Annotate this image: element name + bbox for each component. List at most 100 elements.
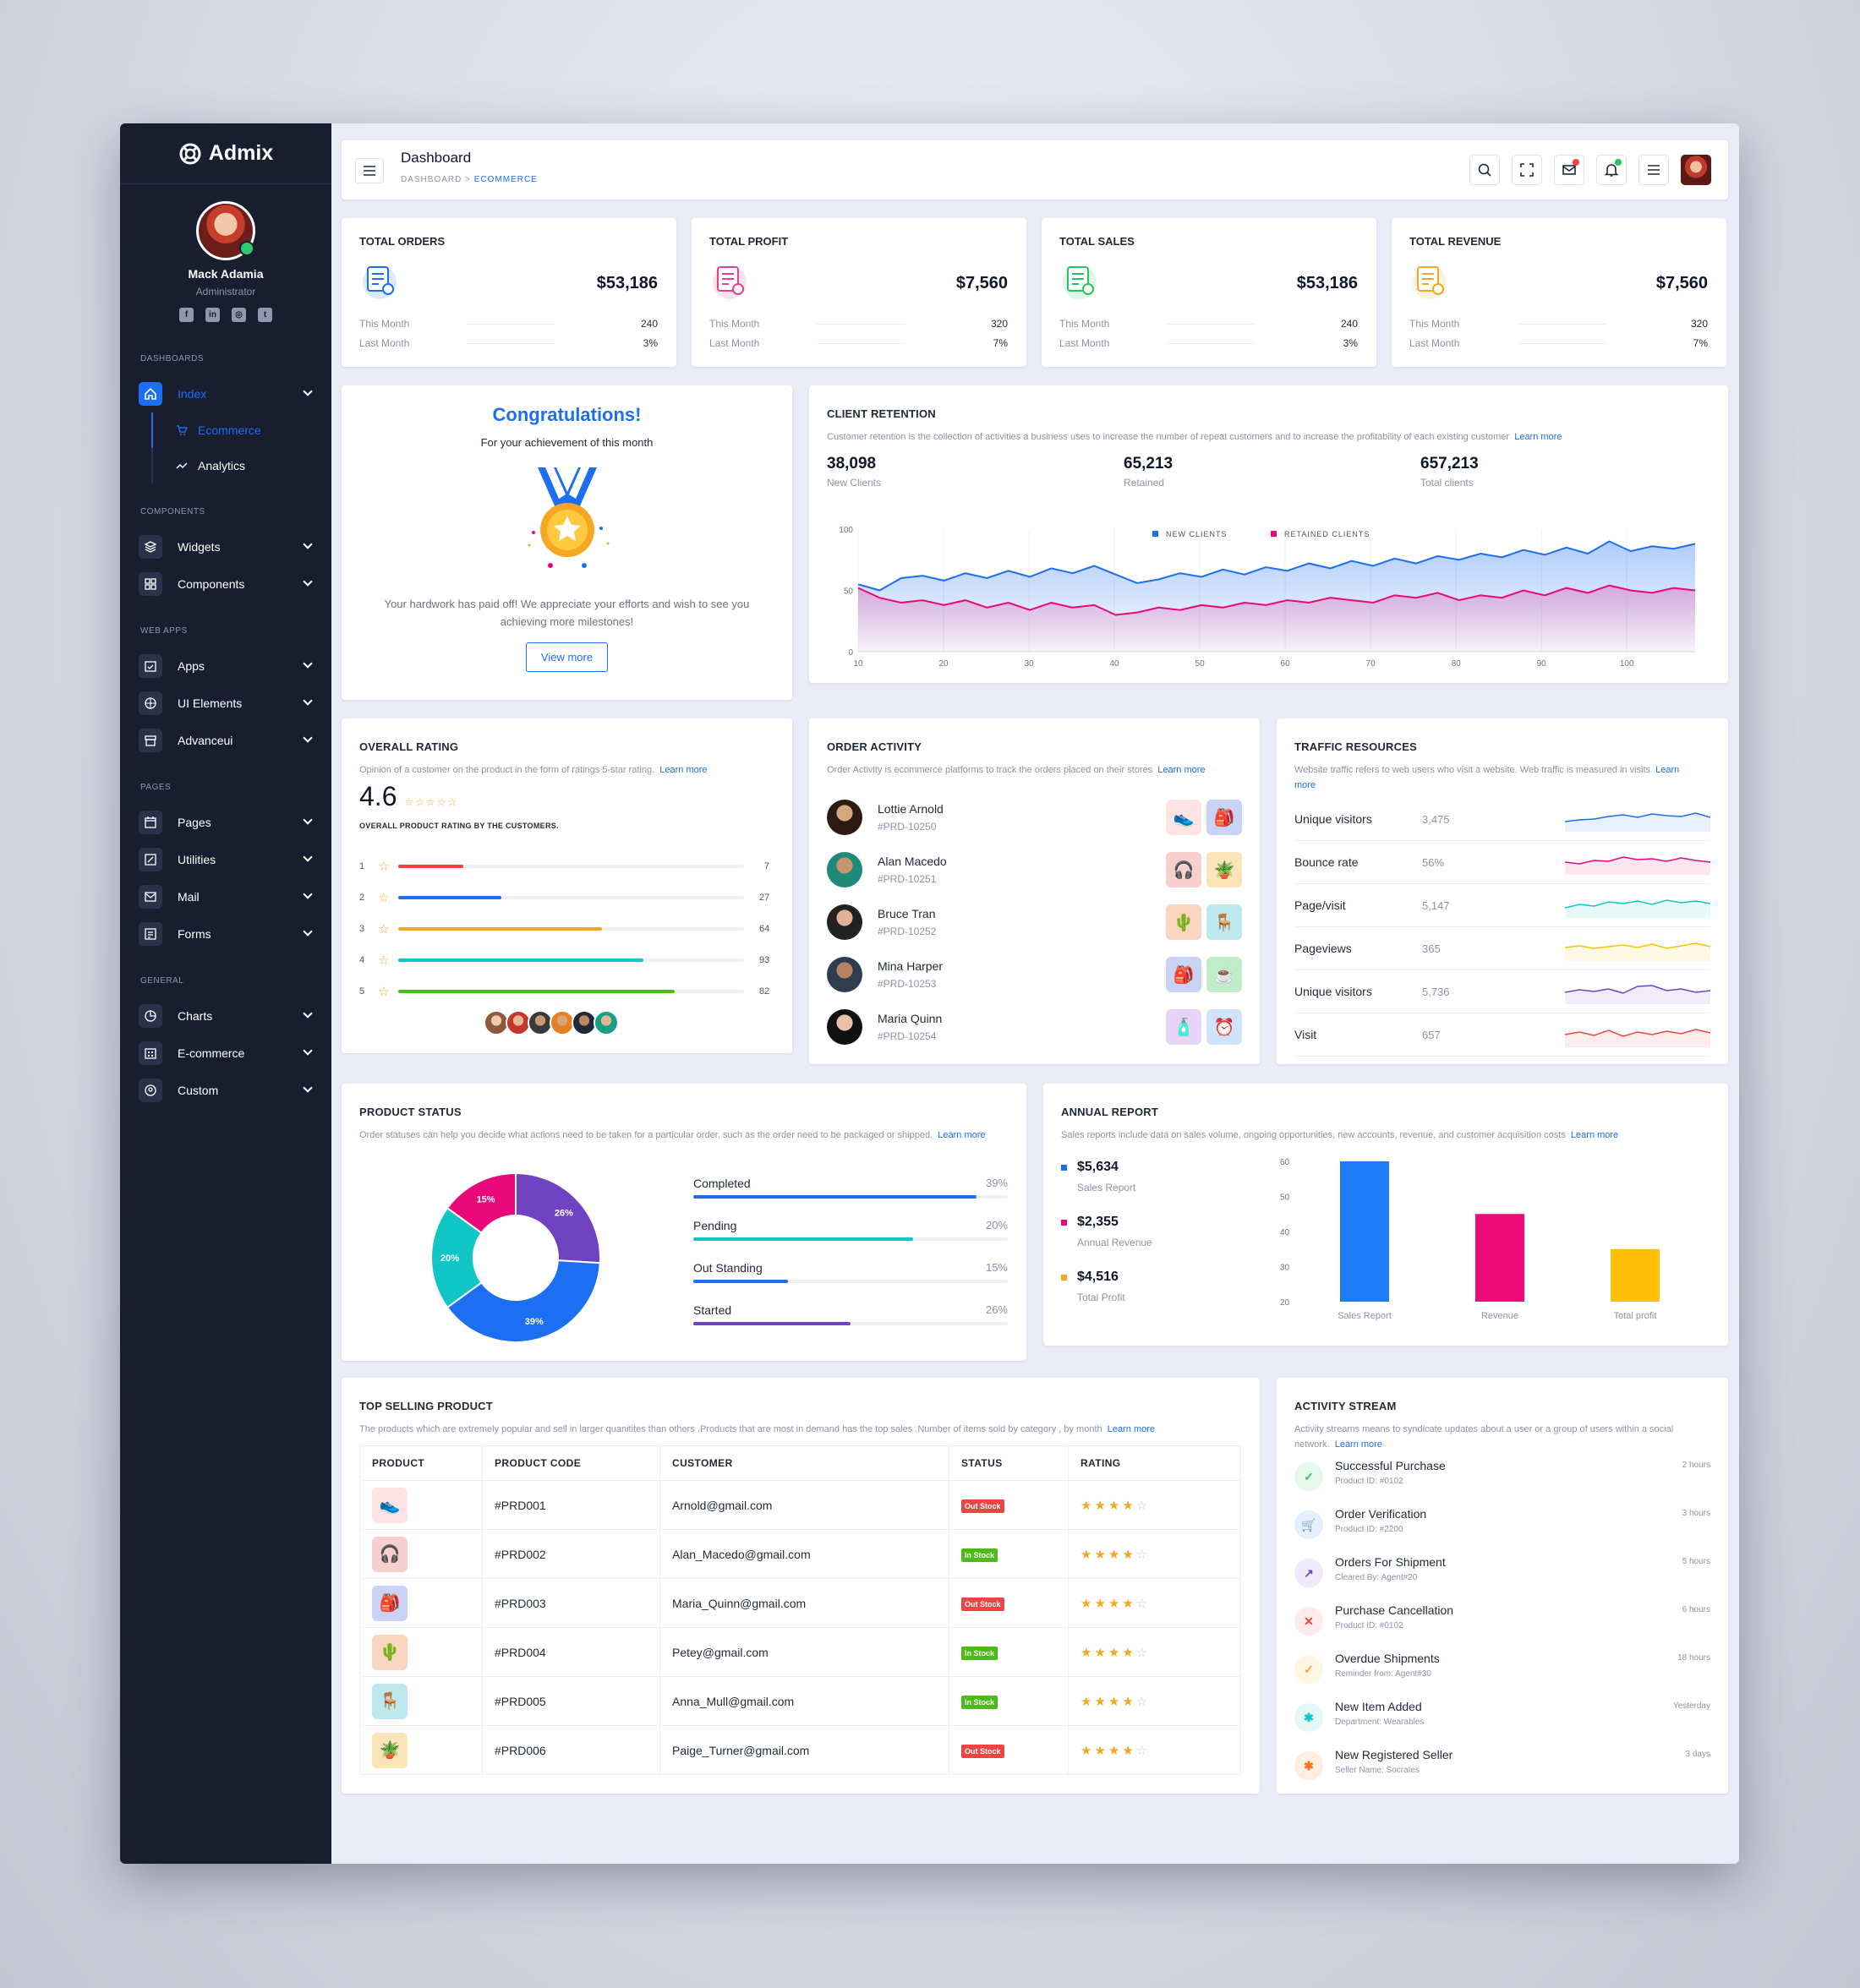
stat-last-month-row: Last Month 3% bbox=[1059, 337, 1358, 349]
learn-more-link[interactable]: Learn more bbox=[938, 1130, 986, 1140]
column-product-code[interactable]: PRODUCT CODE bbox=[482, 1445, 660, 1481]
chevron-down-icon bbox=[303, 815, 313, 825]
plant-icon: 🪴 bbox=[372, 1732, 408, 1768]
cactus-icon: 🌵 bbox=[372, 1634, 408, 1670]
facebook-icon[interactable]: f bbox=[179, 308, 194, 322]
trend-icon bbox=[176, 462, 188, 469]
learn-more-link[interactable]: Learn more bbox=[1570, 1130, 1619, 1140]
sidebar: Admix Mack Adamia Administrator f in ◎ t… bbox=[120, 123, 331, 1864]
chair-icon[interactable]: 🪑 bbox=[1206, 904, 1242, 940]
nav-widgets[interactable]: Widgets bbox=[120, 528, 331, 565]
list-item[interactable]: Maria Quinn #PRD-10254 🧴 ⏰ bbox=[827, 1006, 1242, 1048]
nav-e-commerce[interactable]: E-commerce bbox=[120, 1035, 331, 1072]
table-row[interactable]: 🎒 #PRD003 Maria_Quinn@gmail.com Out Stock ★★… bbox=[359, 1578, 1241, 1628]
bar[interactable] bbox=[1611, 1248, 1660, 1302]
notifications-button[interactable] bbox=[1596, 155, 1627, 185]
bar[interactable] bbox=[1475, 1214, 1524, 1302]
learn-more-link[interactable]: Learn more bbox=[1334, 1439, 1382, 1450]
chevron-down-icon bbox=[303, 1008, 313, 1019]
activity-item[interactable]: ✱ New Item Added Department: Wearables Yest… bbox=[1294, 1696, 1710, 1745]
learn-more-link[interactable]: Learn more bbox=[659, 765, 708, 775]
twitter-icon[interactable]: t bbox=[258, 308, 272, 322]
backpack-icon[interactable]: 🎒 bbox=[1206, 800, 1242, 835]
nav-apps[interactable]: Apps bbox=[120, 647, 331, 685]
legend-label[interactable]: NEW CLIENTS bbox=[1166, 530, 1228, 538]
x-tick-label: 50 bbox=[1195, 659, 1206, 669]
customer-avatar[interactable] bbox=[594, 1010, 619, 1035]
activity-item[interactable]: ✓ Overdue Shipments Reminder from: Agent#3… bbox=[1294, 1648, 1710, 1696]
nav-ui-elements[interactable]: UI Elements bbox=[120, 685, 331, 722]
nav-pages[interactable]: Pages bbox=[120, 804, 331, 841]
instagram-icon[interactable]: ◎ bbox=[232, 308, 246, 322]
plant-icon[interactable]: 🪴 bbox=[1206, 852, 1242, 888]
nav-mail[interactable]: Mail bbox=[120, 878, 331, 915]
list-item[interactable]: Bruce Tran #PRD-10252 🌵 🪑 bbox=[827, 901, 1242, 943]
learn-more-link[interactable]: Learn more bbox=[1107, 1424, 1156, 1434]
headphones-icon[interactable]: 🎧 bbox=[1166, 852, 1201, 888]
rating-stars: ★★★★☆ bbox=[1080, 1499, 1150, 1513]
menu-toggle-button[interactable] bbox=[355, 158, 384, 183]
table-row[interactable]: 🎧 #PRD002 Alan_Macedo@gmail.com In Stock ★★★… bbox=[359, 1529, 1241, 1579]
mail-button[interactable] bbox=[1554, 155, 1584, 185]
list-item[interactable]: Mina Harper #PRD-10253 🎒 ☕ bbox=[827, 953, 1242, 996]
donut-slice[interactable] bbox=[446, 1172, 517, 1235]
table-row[interactable]: 👟 #PRD001 Arnold@gmail.com Out Stock ★★★★☆ bbox=[359, 1480, 1241, 1530]
donut-slice[interactable] bbox=[515, 1172, 601, 1264]
list-item[interactable]: Alan Macedo #PRD-10251 🎧 🪴 bbox=[827, 849, 1242, 891]
user-avatar[interactable] bbox=[196, 201, 255, 260]
nav-analytics[interactable]: Analytics bbox=[120, 448, 331, 483]
empty-star: ☆ bbox=[1135, 1498, 1151, 1513]
column-product[interactable]: PRODUCT bbox=[359, 1445, 483, 1481]
nav-ecommerce[interactable]: Ecommerce bbox=[120, 412, 331, 448]
backpack-icon[interactable]: 🎒 bbox=[1166, 957, 1201, 992]
rating-stars: ★★★★☆ bbox=[1080, 1744, 1150, 1758]
traffic-label: Unique visitors bbox=[1294, 985, 1372, 998]
column-customer[interactable]: CUSTOMER bbox=[659, 1445, 949, 1481]
perfume-icon[interactable]: 🧴 bbox=[1166, 1009, 1201, 1045]
fullscreen-button[interactable] bbox=[1512, 155, 1542, 185]
table-row[interactable]: 🪴 #PRD006 Paige_Turner@gmail.com Out Stock ★… bbox=[359, 1725, 1241, 1775]
nav-custom[interactable]: Custom bbox=[120, 1072, 331, 1109]
table-row[interactable]: 🌵 #PRD004 Petey@gmail.com In Stock ★★★★☆ bbox=[359, 1627, 1241, 1677]
learn-more-link[interactable]: Learn more bbox=[1157, 765, 1206, 775]
bar[interactable] bbox=[1340, 1161, 1389, 1302]
y-tick-label: 50 bbox=[1280, 1193, 1290, 1203]
settings-menu-button[interactable] bbox=[1638, 155, 1669, 185]
activity-item[interactable]: 🛒 Order Verification Product ID: #2200 3 ho… bbox=[1294, 1504, 1710, 1552]
stat-label: TOTAL PROFIT bbox=[709, 235, 789, 248]
mug-icon[interactable]: ☕ bbox=[1206, 957, 1242, 992]
activity-item[interactable]: ✓ Successful Purchase Product ID: #0102 2 h… bbox=[1294, 1456, 1710, 1504]
nav-index[interactable]: Index bbox=[120, 375, 331, 412]
clock-icon[interactable]: ⏰ bbox=[1206, 1009, 1242, 1045]
learn-more-link[interactable]: Learn more bbox=[1514, 432, 1562, 442]
activity-item[interactable]: ↗ Orders For Shipment Cleared By: Agent#20… bbox=[1294, 1552, 1710, 1600]
logo[interactable]: Admix bbox=[120, 123, 331, 184]
nav-components[interactable]: Components bbox=[120, 565, 331, 603]
view-more-button[interactable]: View more bbox=[525, 642, 609, 672]
donut-slice[interactable] bbox=[446, 1259, 601, 1343]
nav-forms[interactable]: Forms bbox=[120, 915, 331, 953]
legend-label[interactable]: RETAINED CLIENTS bbox=[1284, 530, 1370, 538]
list-item[interactable]: Lottie Arnold #PRD-10250 👟 🎒 bbox=[827, 796, 1242, 838]
linkedin-icon[interactable]: in bbox=[205, 308, 220, 322]
cactus-icon[interactable]: 🌵 bbox=[1166, 904, 1201, 940]
search-button[interactable] bbox=[1469, 155, 1500, 185]
breadcrumb-dashboard[interactable]: DASHBOARD bbox=[401, 175, 462, 184]
table-row[interactable]: 🪑 #PRD005 Anna_Mull@gmail.com In Stock ★★★★☆ bbox=[359, 1676, 1241, 1726]
nav-utilities[interactable]: Utilities bbox=[120, 841, 331, 878]
donut-slice[interactable] bbox=[430, 1206, 483, 1309]
customer-avatar[interactable] bbox=[572, 1010, 597, 1035]
activity-item[interactable]: ✕ Purchase Cancellation Product ID: #0102 6… bbox=[1294, 1600, 1710, 1648]
nav-components-label: Components bbox=[178, 577, 245, 591]
nav-advanced[interactable]: Advanceui bbox=[120, 722, 331, 759]
legend-marker bbox=[1061, 1274, 1067, 1281]
activity-sub: Cleared By: Agent#20 bbox=[1335, 1573, 1418, 1582]
learn-more-link[interactable]: Learn more bbox=[1294, 765, 1680, 790]
nav-charts[interactable]: Charts bbox=[120, 997, 331, 1035]
x-tick-label: 10 bbox=[853, 659, 863, 669]
shoe-icon[interactable]: 👟 bbox=[1166, 800, 1201, 835]
header-avatar[interactable] bbox=[1681, 155, 1711, 185]
column-status[interactable]: STATUS bbox=[949, 1445, 1069, 1481]
activity-item[interactable]: ✱ New Registered Seller Seller Name: Socra… bbox=[1294, 1745, 1710, 1793]
column-rating[interactable]: RATING bbox=[1068, 1445, 1241, 1481]
